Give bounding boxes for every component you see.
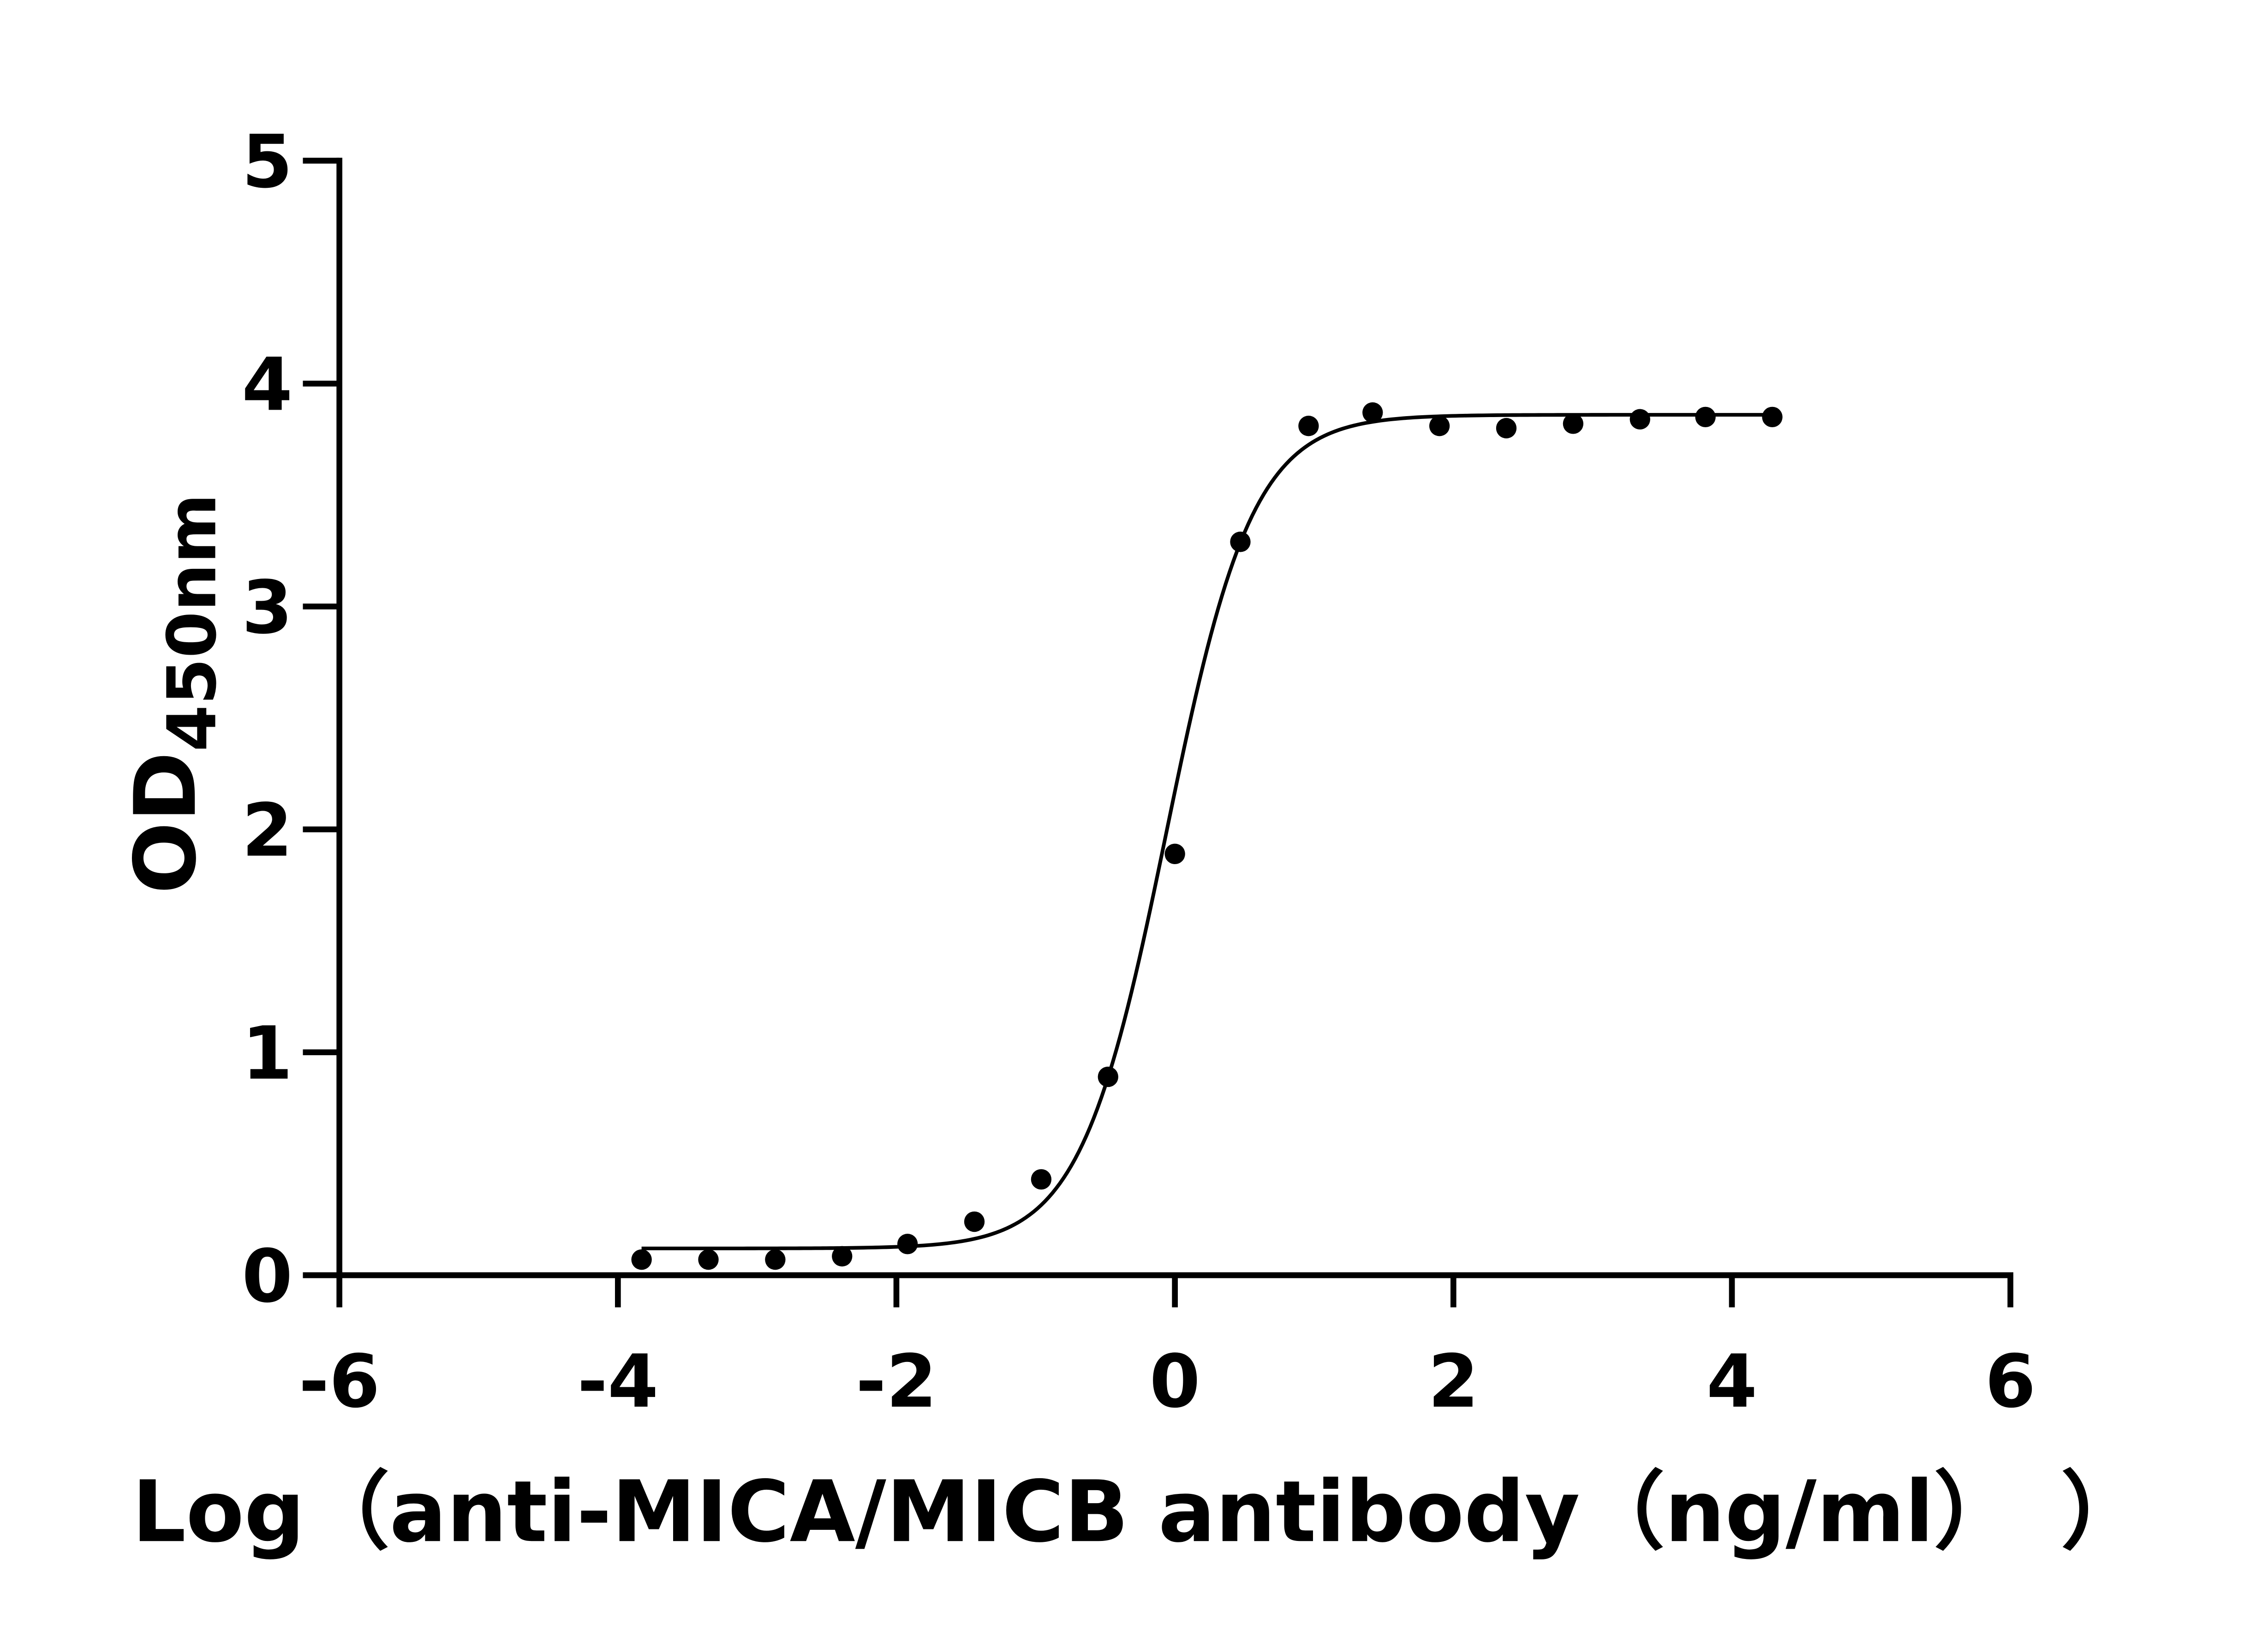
data-point: [1031, 1169, 1052, 1190]
x-tick-label: -2: [856, 1339, 937, 1424]
y-tick-label: 0: [242, 1234, 292, 1319]
x-tick-label: 6: [1985, 1339, 2036, 1424]
tick-labels: 0 1 2 3 4 5 -6 -4 -2 0 2 4 6: [242, 119, 2036, 1424]
data-point: [1629, 409, 1650, 430]
y-tick-label: 1: [242, 1011, 292, 1096]
data-point: [1230, 531, 1251, 552]
y-axis-title-main: OD: [117, 752, 215, 894]
x-axis-title: Log（anti-MICA/MICB antibody（ng/ml） ）: [132, 1463, 2146, 1561]
data-point: [1164, 843, 1185, 865]
y-tick-label: 5: [242, 119, 292, 204]
data-point: [631, 1249, 652, 1270]
data-point: [698, 1249, 719, 1270]
data-point: [897, 1234, 918, 1254]
x-tick-label: 2: [1428, 1339, 1479, 1424]
data-point: [1762, 406, 1783, 428]
fit-curve-layer: [641, 413, 1773, 1250]
data-point: [1429, 416, 1450, 436]
data-point: [765, 1249, 786, 1270]
y-axis-title: OD450nm: [117, 494, 231, 894]
data-point: [964, 1211, 985, 1232]
axes: [303, 157, 2013, 1308]
y-tick-label: 2: [242, 788, 292, 873]
data-point: [1695, 406, 1716, 428]
x-tick-label: -4: [577, 1339, 658, 1424]
data-point: [1362, 402, 1383, 423]
data-point: [832, 1246, 853, 1267]
y-tick-label: 4: [242, 342, 292, 427]
x-tick-label: -6: [299, 1339, 380, 1424]
data-point: [1298, 416, 1319, 436]
data-point: [1563, 413, 1584, 434]
data-points-layer: [631, 402, 1783, 1270]
fit-curve: [641, 413, 1773, 1250]
x-tick-label: 4: [1707, 1339, 1757, 1424]
data-point: [1496, 418, 1517, 439]
y-axis-title-subscript: 450nm: [154, 494, 232, 752]
y-tick-label: 3: [242, 566, 292, 651]
x-tick-label: 0: [1150, 1339, 1200, 1424]
data-point: [1098, 1066, 1118, 1087]
